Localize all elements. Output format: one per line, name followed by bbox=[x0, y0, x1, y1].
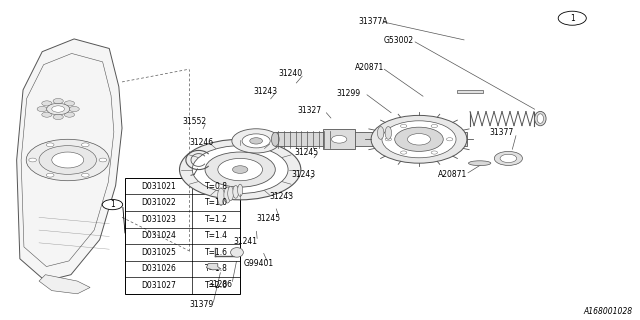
Text: T=2.0: T=2.0 bbox=[205, 281, 228, 290]
Circle shape bbox=[250, 138, 262, 144]
Circle shape bbox=[47, 103, 70, 115]
Circle shape bbox=[431, 124, 438, 128]
Text: 31241: 31241 bbox=[234, 237, 258, 246]
Circle shape bbox=[69, 107, 79, 112]
Ellipse shape bbox=[224, 187, 231, 203]
Bar bbox=[323, 130, 355, 149]
Circle shape bbox=[29, 158, 36, 162]
Ellipse shape bbox=[218, 188, 225, 205]
Text: D031022: D031022 bbox=[141, 198, 176, 207]
Polygon shape bbox=[206, 264, 221, 270]
Text: 31240: 31240 bbox=[278, 69, 303, 78]
Circle shape bbox=[382, 121, 456, 158]
Circle shape bbox=[558, 11, 586, 25]
Text: D031025: D031025 bbox=[141, 248, 176, 257]
Ellipse shape bbox=[534, 111, 546, 126]
Text: 31377A: 31377A bbox=[358, 17, 388, 26]
Polygon shape bbox=[39, 275, 90, 294]
Text: D031027: D031027 bbox=[141, 281, 176, 290]
Text: 31377: 31377 bbox=[489, 128, 513, 137]
Circle shape bbox=[395, 127, 444, 151]
Circle shape bbox=[232, 129, 280, 153]
Ellipse shape bbox=[468, 161, 491, 165]
Ellipse shape bbox=[233, 186, 239, 198]
Text: T=1.6: T=1.6 bbox=[205, 248, 228, 257]
Circle shape bbox=[46, 143, 54, 147]
Circle shape bbox=[242, 134, 270, 148]
Text: T=1.4: T=1.4 bbox=[205, 231, 228, 240]
Circle shape bbox=[102, 199, 123, 210]
Circle shape bbox=[332, 135, 347, 143]
Text: T=1.2: T=1.2 bbox=[205, 215, 228, 224]
Text: G53002: G53002 bbox=[384, 36, 414, 45]
Circle shape bbox=[52, 106, 65, 112]
Text: 31379: 31379 bbox=[189, 300, 213, 309]
Circle shape bbox=[53, 115, 63, 120]
Ellipse shape bbox=[385, 126, 392, 139]
Polygon shape bbox=[458, 90, 483, 93]
Circle shape bbox=[46, 173, 54, 177]
Text: 31243: 31243 bbox=[253, 87, 277, 96]
Circle shape bbox=[65, 101, 75, 106]
Circle shape bbox=[494, 151, 522, 165]
Circle shape bbox=[371, 116, 467, 163]
Circle shape bbox=[401, 151, 407, 154]
Text: 31243: 31243 bbox=[291, 170, 316, 179]
Ellipse shape bbox=[537, 114, 543, 123]
Circle shape bbox=[42, 101, 52, 106]
Ellipse shape bbox=[237, 184, 243, 196]
Circle shape bbox=[192, 146, 288, 194]
Text: 31327: 31327 bbox=[298, 106, 322, 115]
Text: A168001028: A168001028 bbox=[584, 307, 633, 316]
Circle shape bbox=[81, 173, 89, 177]
Circle shape bbox=[39, 146, 97, 174]
Circle shape bbox=[65, 112, 75, 117]
Ellipse shape bbox=[271, 132, 279, 146]
Text: T=1.0: T=1.0 bbox=[205, 198, 228, 207]
Text: 1: 1 bbox=[570, 14, 575, 23]
Text: 1: 1 bbox=[110, 200, 115, 209]
Text: D031023: D031023 bbox=[141, 215, 176, 224]
Text: 31299: 31299 bbox=[336, 89, 360, 98]
Text: A20871: A20871 bbox=[438, 170, 467, 179]
Text: 31246: 31246 bbox=[189, 138, 213, 147]
Circle shape bbox=[53, 99, 63, 104]
Circle shape bbox=[205, 152, 275, 187]
Text: 31552: 31552 bbox=[182, 117, 207, 126]
Circle shape bbox=[408, 133, 431, 145]
Text: D031024: D031024 bbox=[141, 231, 176, 240]
Circle shape bbox=[500, 154, 516, 163]
Circle shape bbox=[447, 138, 453, 141]
Ellipse shape bbox=[378, 126, 384, 139]
Circle shape bbox=[81, 143, 89, 147]
Text: T=0.8: T=0.8 bbox=[205, 182, 228, 191]
Circle shape bbox=[37, 107, 47, 112]
Ellipse shape bbox=[230, 248, 243, 257]
Ellipse shape bbox=[228, 186, 234, 201]
Text: D031026: D031026 bbox=[141, 264, 176, 274]
Text: A20871: A20871 bbox=[355, 63, 385, 72]
Text: 31245: 31245 bbox=[294, 148, 319, 156]
Circle shape bbox=[52, 152, 84, 168]
Bar bbox=[275, 132, 467, 146]
Text: G99401: G99401 bbox=[243, 259, 273, 268]
Circle shape bbox=[431, 151, 438, 154]
Circle shape bbox=[42, 112, 52, 117]
Circle shape bbox=[385, 138, 392, 141]
Text: 31245: 31245 bbox=[256, 214, 280, 223]
Polygon shape bbox=[17, 39, 122, 281]
Circle shape bbox=[99, 158, 107, 162]
Text: 31286: 31286 bbox=[208, 280, 232, 289]
Circle shape bbox=[401, 124, 407, 128]
Circle shape bbox=[232, 166, 248, 173]
Text: D031021: D031021 bbox=[141, 182, 176, 191]
Text: T=1.8: T=1.8 bbox=[205, 264, 228, 274]
Circle shape bbox=[26, 139, 109, 181]
Bar bbox=[125, 178, 240, 294]
Circle shape bbox=[218, 158, 262, 181]
Text: 31243: 31243 bbox=[269, 192, 293, 201]
Circle shape bbox=[179, 139, 301, 200]
